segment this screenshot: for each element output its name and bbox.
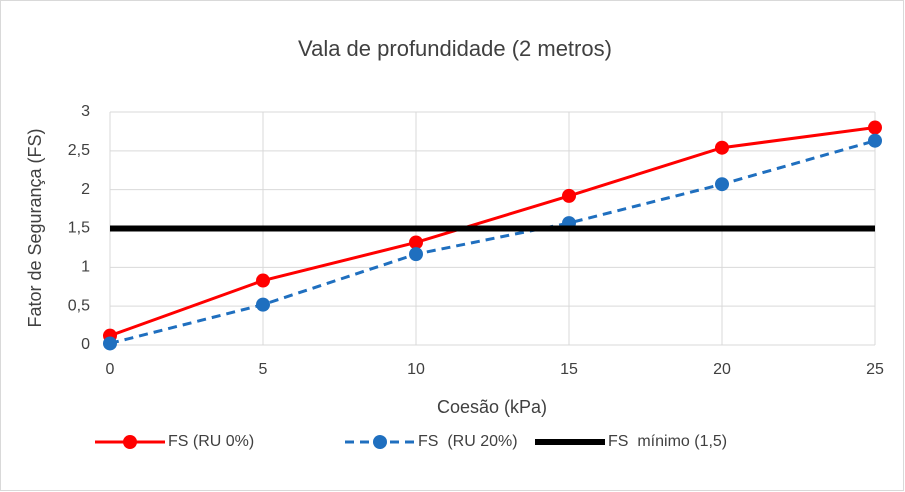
x-axis-label: Coesão (kPa) [437,397,547,417]
y-tick-label: 2 [81,181,90,198]
data-point [256,273,270,288]
legend-marker [123,435,137,449]
x-tick-label: 0 [106,361,115,378]
data-point [562,188,576,203]
x-tick-label: 25 [866,361,884,378]
y-tick-label: 1 [81,259,90,276]
y-tick-label: 0 [81,336,90,353]
data-point [256,297,270,312]
y-axis-label: Fator de Segurança (FS) [25,128,45,327]
legend-label: FS mínimo (1,5) [608,433,727,450]
chart-title: Vala de profundidade (2 metros) [298,36,612,61]
data-point [103,336,117,351]
series-line [109,139,876,345]
data-point [409,247,423,262]
x-tick-label: 20 [713,361,731,378]
series-line [109,126,876,338]
data-point [868,133,882,148]
data-point [715,177,729,192]
x-tick-label: 10 [407,361,425,378]
legend-label: FS (RU 20%) [418,433,518,450]
x-tick-label: 15 [560,361,578,378]
data-point [409,235,423,250]
data-point [868,120,882,135]
legend-label: FS (RU 0%) [168,433,254,450]
data-point [715,140,729,155]
y-tick-label: 3 [81,103,90,120]
y-tick-label: 2,5 [68,142,90,159]
y-tick-label: 1,5 [68,220,90,237]
legend-marker [373,435,387,449]
y-tick-label: 0,5 [68,297,90,314]
x-tick-label: 5 [259,361,268,378]
